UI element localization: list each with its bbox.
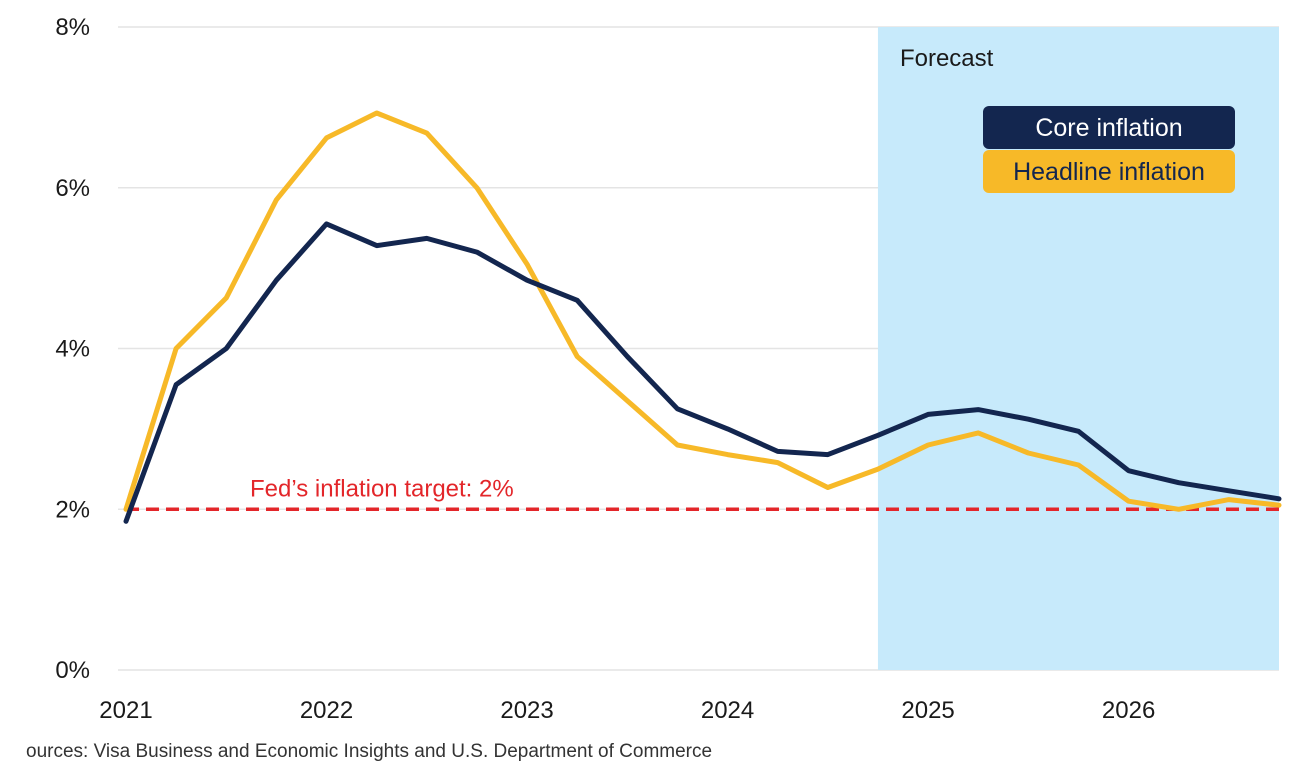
source-note: ources: Visa Business and Economic Insig… [26,741,713,762]
legend-headline-box [983,150,1235,193]
core-inflation-line [123,221,1282,524]
y-tick-label: 8% [55,14,90,41]
legend-core-box [983,106,1235,149]
y-axis: 0% 2% 4% 6% 8% [55,14,90,684]
x-axis: 2021 2022 2023 2024 2025 2026 [99,697,1155,724]
inflation-line-chart: 0% 2% 4% 6% 8% 2021 2022 2023 2024 2025 2026 Fore… [55,14,1282,724]
x-tick-label: 2021 [99,697,152,724]
legend-core-label: Core inflation [1035,114,1182,142]
legend-headline-label: Headline inflation [1013,158,1205,186]
headline-inflation-line [123,110,1282,512]
y-tick-label: 6% [55,175,90,202]
x-tick-label: 2023 [500,697,553,724]
y-tick-label: 0% [55,657,90,684]
y-tick-label: 2% [55,496,90,523]
forecast-label: Forecast [900,45,994,72]
y-tick-label: 4% [55,336,90,363]
x-tick-label: 2025 [901,697,954,724]
x-tick-label: 2026 [1102,697,1155,724]
plot-marks [123,110,1282,524]
fed-target-label: Fed’s inflation target: 2% [250,475,514,502]
x-tick-label: 2022 [300,697,353,724]
legend: Core inflation Headline inflation [983,106,1235,193]
x-tick-label: 2024 [701,697,754,724]
